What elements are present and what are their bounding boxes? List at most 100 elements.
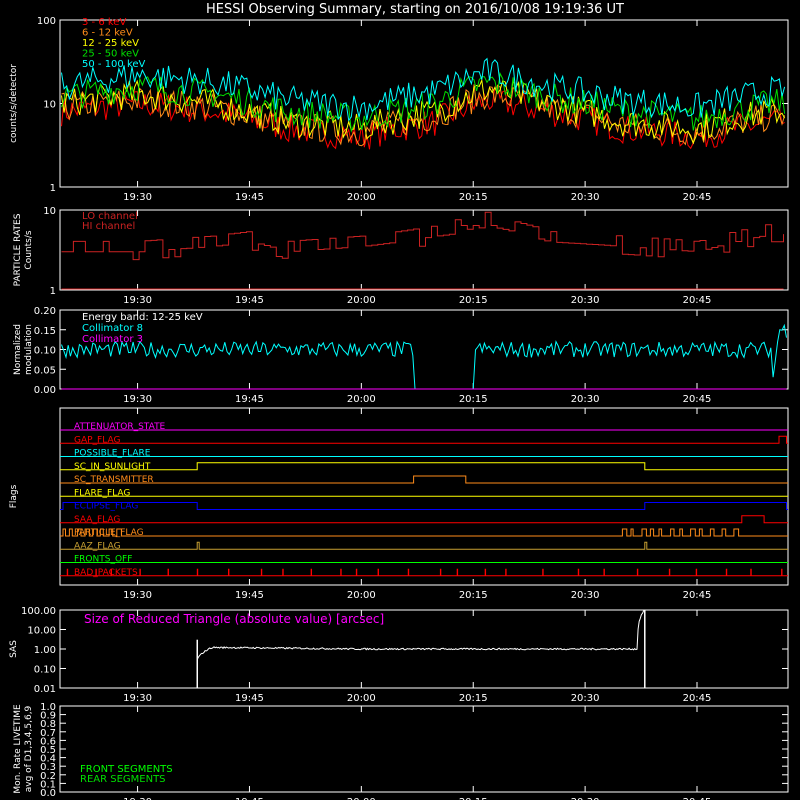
y-tick-label: 0.3 xyxy=(40,762,56,773)
y-tick-label: 0.10 xyxy=(34,665,56,676)
flag-label: SC_IN_SUNLIGHT xyxy=(74,462,151,472)
x-tick-label: 20:15 xyxy=(459,295,488,306)
x-tick-label: 20:30 xyxy=(571,797,600,800)
y-tick-label: 0.6 xyxy=(40,736,56,747)
x-tick-label: 20:45 xyxy=(683,394,712,405)
x-tick-label: 19:45 xyxy=(235,192,264,203)
x-tick-label: 19:30 xyxy=(123,693,152,704)
x-tick-label: 20:00 xyxy=(347,797,376,800)
legend-entry: 6 - 12 keV xyxy=(82,28,133,39)
x-tick-label: 19:30 xyxy=(123,192,152,203)
y-tick-label: 0.00 xyxy=(34,385,56,396)
y-axis-label-2: modulation xyxy=(24,324,34,375)
y-tick-label: 0.10 xyxy=(34,346,56,357)
x-tick-label: 20:15 xyxy=(459,192,488,203)
x-tick-label: 19:30 xyxy=(123,295,152,306)
x-tick-label: 20:00 xyxy=(347,590,376,601)
y-tick-label: 10 xyxy=(43,206,56,217)
y-axis-label-2: avg of D1,3,4,5,6,9 xyxy=(24,705,34,792)
legend-entry: 50 - 100 keV xyxy=(82,59,146,70)
series-line xyxy=(61,71,786,134)
x-tick-label: 19:45 xyxy=(235,295,264,306)
flag-label: GAP_FLAG xyxy=(74,435,120,445)
y-tick-label: 0.2 xyxy=(40,771,56,782)
legend-entry: HI channel xyxy=(82,221,135,232)
y-tick-label: 1.00 xyxy=(34,645,56,656)
flag-line xyxy=(60,515,788,524)
legend-entry: 3 - 6 keV xyxy=(82,17,126,28)
y-axis-label: Mon. Rate LIVETIME xyxy=(13,704,23,794)
legend-entry: 12 - 25 keV xyxy=(82,38,139,49)
y-axis-label: counts/s/detector xyxy=(9,64,19,143)
x-tick-label: 20:15 xyxy=(459,394,488,405)
series-line xyxy=(61,323,787,390)
flag-label: SAA_FLAG xyxy=(74,515,120,525)
series-line xyxy=(61,86,785,150)
y-tick-label: 0.20 xyxy=(34,306,56,317)
y-axis-label: Flags xyxy=(9,484,19,508)
x-tick-label: 20:30 xyxy=(571,693,600,704)
x-tick-label: 19:45 xyxy=(235,797,264,800)
x-tick-label: 19:30 xyxy=(123,590,152,601)
x-tick-label: 19:30 xyxy=(123,394,152,405)
x-tick-label: 20:00 xyxy=(347,394,376,405)
y-tick-label: 0.0 xyxy=(40,788,56,799)
flag-label: FLARE_FLAG xyxy=(74,488,130,498)
y-tick-label: 0.15 xyxy=(34,326,56,337)
y-tick-label: 1 xyxy=(50,183,56,194)
x-tick-label: 20:15 xyxy=(459,693,488,704)
flag-line xyxy=(60,435,788,444)
x-tick-label: 20:00 xyxy=(347,295,376,306)
y-tick-label: 0.1 xyxy=(40,779,56,790)
legend-entry: 25 - 50 keV xyxy=(82,49,139,60)
y-tick-label: 0.8 xyxy=(40,719,56,730)
x-tick-label: 20:00 xyxy=(347,192,376,203)
panel-frame xyxy=(59,705,789,793)
y-axis-label: SAS xyxy=(9,640,19,658)
x-tick-label: 20:30 xyxy=(571,192,600,203)
x-tick-label: 20:30 xyxy=(571,394,600,405)
y-tick-label: 0.5 xyxy=(40,745,56,756)
x-tick-label: 20:15 xyxy=(459,590,488,601)
y-axis-label: PARTICLE RATES xyxy=(13,213,23,286)
x-tick-label: 20:30 xyxy=(571,590,600,601)
x-tick-label: 20:30 xyxy=(571,295,600,306)
x-tick-label: 20:45 xyxy=(683,295,712,306)
legend-entry: Collimator 8 xyxy=(82,323,143,334)
annotation: Energy band: 12-25 keV xyxy=(82,312,203,323)
x-tick-label: 20:00 xyxy=(347,693,376,704)
x-tick-label: 19:30 xyxy=(123,797,152,800)
flag-label: ECLIPSE_FLAG xyxy=(74,502,138,512)
legend-entry: REAR SEGMENTS xyxy=(80,774,166,785)
panel-frame xyxy=(59,209,789,291)
flag-line xyxy=(60,462,788,471)
flag-line xyxy=(60,502,788,510)
y-axis-label: Normalized xyxy=(13,324,23,375)
y-tick-label: 10 xyxy=(43,100,56,111)
flag-line xyxy=(60,475,788,484)
chart-title: HESSI Observing Summary, starting on 201… xyxy=(206,2,624,17)
annotation: Size of Reduced Triangle (absolute value… xyxy=(84,612,384,626)
series-line xyxy=(61,84,786,147)
series-line xyxy=(61,211,784,261)
flag-label: SC_TRANSMITTER xyxy=(74,475,154,485)
flag-label: BAD_PACKETS xyxy=(74,568,138,578)
y-tick-label: 100.00 xyxy=(21,606,56,617)
y-tick-label: 0.05 xyxy=(34,365,56,376)
y-tick-label: 10.00 xyxy=(27,626,56,637)
y-tick-label: 0.01 xyxy=(34,684,56,695)
x-tick-label: 19:45 xyxy=(235,693,264,704)
legend-entry: LO channel xyxy=(82,211,138,222)
series-line xyxy=(196,610,645,660)
y-tick-label: 1 xyxy=(50,286,56,297)
y-tick-label: 0.4 xyxy=(40,754,56,765)
x-tick-label: 19:45 xyxy=(235,590,264,601)
x-tick-label: 20:45 xyxy=(683,797,712,800)
x-tick-label: 20:15 xyxy=(459,797,488,800)
y-axis-label-2: Counts/s xyxy=(24,230,34,269)
legend-entry: FRONT SEGMENTS xyxy=(80,764,173,775)
flag-line xyxy=(60,541,788,550)
flag-line xyxy=(60,528,788,537)
y-tick-label: 0.7 xyxy=(40,728,56,739)
